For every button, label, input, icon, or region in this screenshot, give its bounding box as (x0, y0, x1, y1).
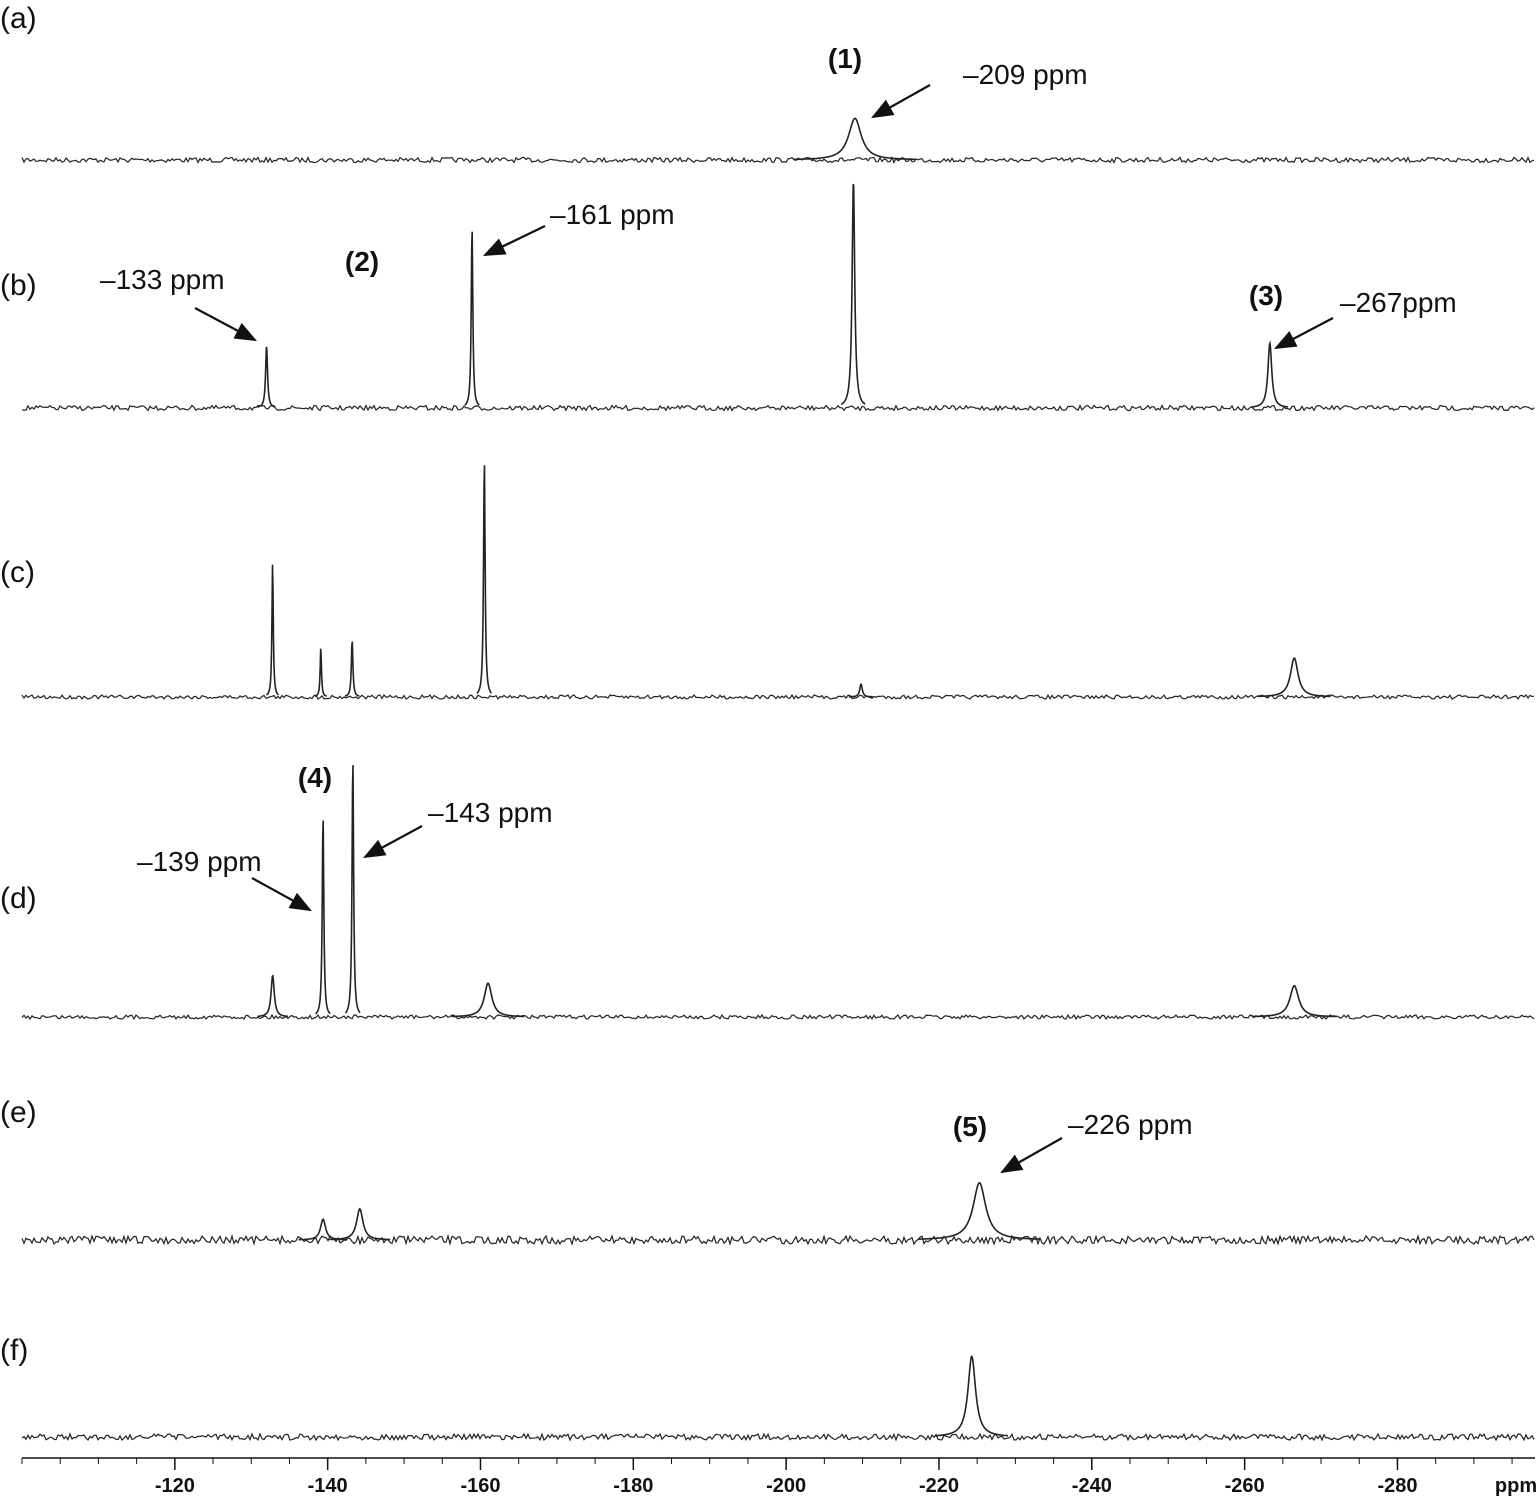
annotation: (4) (298, 762, 332, 793)
arrow (871, 84, 931, 119)
annotation: –133 ppm (100, 264, 225, 295)
arrow (363, 825, 423, 859)
peak (934, 1355, 1009, 1437)
peak (257, 974, 289, 1018)
x-tick-label: -200 (766, 1475, 806, 1496)
peak (451, 982, 525, 1018)
peak (840, 183, 866, 406)
x-axis-label: ppm (1495, 1475, 1536, 1496)
panel-label: (e) (0, 1096, 37, 1129)
peak (918, 1181, 1041, 1240)
peak (1251, 340, 1289, 408)
annotation: (1) (828, 43, 862, 74)
annotation: –226 ppm (1068, 1109, 1193, 1140)
panel-label: (a) (0, 2, 37, 35)
baseline-noise (21, 1233, 1535, 1247)
peak (314, 648, 327, 697)
peak (1251, 984, 1337, 1018)
annotation: (3) (1249, 280, 1283, 311)
baseline-noise (21, 1432, 1535, 1442)
annotation: (5) (953, 1111, 987, 1142)
peak (1257, 657, 1331, 698)
x-tick-label: -120 (155, 1475, 195, 1496)
annotation: (2) (345, 246, 379, 277)
peak (266, 564, 280, 696)
peak (344, 641, 360, 697)
x-tick-label: -280 (1377, 1475, 1417, 1496)
peak (793, 117, 916, 161)
peak (344, 765, 361, 1014)
panel-label: (b) (0, 269, 37, 302)
x-tick-label: -160 (460, 1475, 500, 1496)
baseline-noise (21, 693, 1535, 701)
x-tick-label: -220 (919, 1475, 959, 1496)
x-tick-label: -180 (613, 1475, 653, 1496)
peak (257, 346, 276, 408)
peak (315, 820, 331, 1015)
arrow (1274, 317, 1334, 350)
x-tick-label: -240 (1072, 1475, 1112, 1496)
panel-label: (c) (0, 556, 35, 589)
baseline-noise (21, 404, 1535, 412)
annotation: –209 ppm (963, 59, 1088, 90)
arrow (483, 225, 546, 256)
arrow (251, 877, 312, 912)
annotation: –139 ppm (137, 846, 262, 877)
arrow (194, 307, 257, 342)
x-tick-label: -140 (308, 1475, 348, 1496)
panel-label: (f) (0, 1334, 28, 1367)
peak (464, 231, 480, 406)
panel-label: (d) (0, 882, 37, 915)
peak (476, 465, 493, 694)
annotation: –161 ppm (550, 199, 675, 230)
peak (329, 1207, 391, 1241)
annotation: –267ppm (1340, 287, 1457, 318)
annotation: –143 ppm (428, 797, 553, 828)
x-tick-label: -260 (1225, 1475, 1265, 1496)
arrow (1000, 1137, 1063, 1174)
baseline-noise (21, 1013, 1535, 1021)
baseline-noise (21, 156, 1535, 164)
peak (848, 683, 873, 698)
